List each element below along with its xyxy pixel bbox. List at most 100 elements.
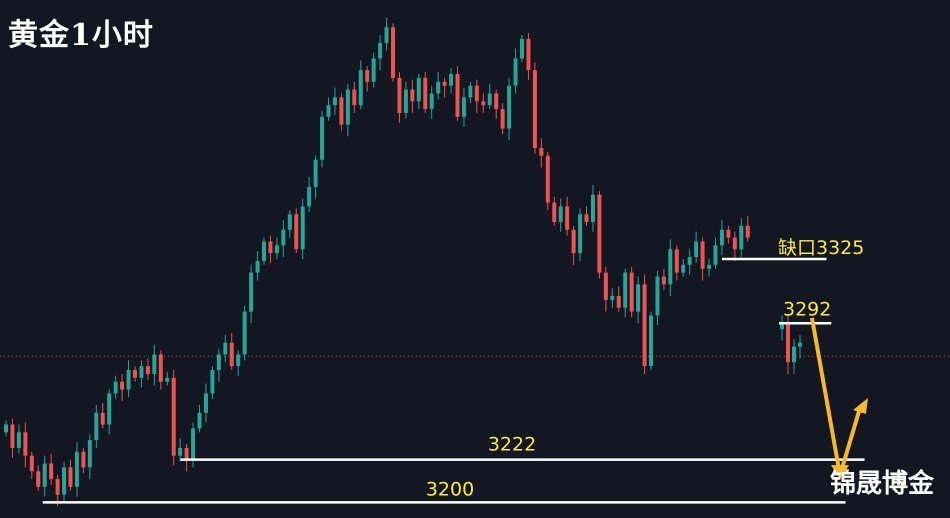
candle-body xyxy=(236,354,241,367)
candle-body xyxy=(216,354,221,370)
candle-body xyxy=(597,194,602,273)
candle-body xyxy=(352,89,357,106)
candle-body xyxy=(636,284,641,312)
candle-body xyxy=(274,245,279,254)
candle-body xyxy=(133,370,137,378)
candle-body xyxy=(571,229,576,254)
candle-body xyxy=(300,206,305,250)
candle-body xyxy=(726,229,731,238)
candle-body xyxy=(649,315,653,367)
candle-body xyxy=(145,366,150,374)
candle-body xyxy=(287,214,292,230)
candle-body xyxy=(378,42,383,59)
candle-body xyxy=(255,260,260,273)
candle-body xyxy=(539,148,544,156)
projection-arrow-down-head xyxy=(831,465,849,480)
candle-body xyxy=(165,377,170,382)
candle-body xyxy=(642,284,647,367)
candle-body xyxy=(249,272,254,312)
candle-body xyxy=(158,354,163,382)
candle-body xyxy=(558,206,563,222)
candle-body xyxy=(81,451,86,468)
candle-body xyxy=(4,424,8,433)
candle-body xyxy=(262,241,266,261)
candle-body xyxy=(513,58,518,86)
candle-body xyxy=(674,249,679,273)
candle-body xyxy=(397,77,402,113)
candle-body xyxy=(10,424,15,448)
candle-body xyxy=(171,377,176,456)
candle-body xyxy=(532,70,537,148)
candle-body xyxy=(616,296,621,308)
projection-arrow-head xyxy=(853,398,868,414)
candle-body xyxy=(268,241,273,254)
candle-body xyxy=(229,342,234,367)
candle-body xyxy=(339,97,344,125)
candle-body xyxy=(565,206,570,230)
candle-body xyxy=(786,323,790,363)
candle-body xyxy=(307,186,312,207)
candle-body xyxy=(681,264,686,273)
candle-body xyxy=(345,89,350,125)
candle-body xyxy=(371,58,376,82)
candle-body xyxy=(326,105,331,117)
candle-body xyxy=(798,342,802,347)
candle-body xyxy=(178,447,183,456)
level-label: 缺口3325 xyxy=(778,237,864,259)
candle-body xyxy=(74,451,79,487)
candle-body xyxy=(661,276,666,285)
candle-body xyxy=(365,70,370,82)
candle-body xyxy=(184,447,189,460)
candle-body xyxy=(403,89,408,113)
candle-body xyxy=(520,38,524,59)
candle-body xyxy=(416,77,421,102)
candle-body xyxy=(436,81,441,94)
candle-body xyxy=(578,214,583,254)
candle-body xyxy=(320,116,325,160)
candle-body xyxy=(55,479,60,495)
candle-body xyxy=(739,225,744,250)
candle-body xyxy=(223,342,228,355)
candle-body xyxy=(442,81,447,86)
level-label: 3292 xyxy=(783,298,831,320)
candle-body xyxy=(545,155,550,203)
candle-body xyxy=(461,97,466,117)
candle-body xyxy=(210,370,215,394)
candle-body xyxy=(16,432,21,448)
candle-body xyxy=(590,194,595,222)
candle-body xyxy=(68,467,73,487)
candle-body xyxy=(700,241,705,269)
candle-body xyxy=(455,74,460,117)
candle-body xyxy=(629,272,634,312)
candle-body xyxy=(719,229,724,246)
candle-body xyxy=(313,159,318,187)
candle-body xyxy=(707,264,712,269)
candle-body xyxy=(792,346,796,363)
candle-body xyxy=(668,249,673,285)
projection-arrow xyxy=(810,317,862,478)
candle-body xyxy=(423,77,428,110)
candle-body xyxy=(191,428,196,460)
candle-body xyxy=(584,214,589,222)
candle-body xyxy=(610,296,615,300)
candle-body xyxy=(780,323,784,330)
candle-body xyxy=(281,229,286,246)
candle-body xyxy=(655,276,660,316)
candle-body xyxy=(410,89,415,102)
candle-body xyxy=(732,237,737,250)
candle-body xyxy=(139,366,144,378)
candle-body xyxy=(713,245,718,265)
candle-body xyxy=(500,109,505,129)
candle-body xyxy=(294,214,299,250)
candle-body xyxy=(481,101,486,106)
candle-body xyxy=(623,272,628,308)
candle-body xyxy=(100,412,105,425)
candle-body xyxy=(745,225,750,238)
watermark: 锦晟博金 xyxy=(829,469,934,499)
candle-body xyxy=(62,467,67,495)
candle-body xyxy=(449,74,454,86)
candle-body xyxy=(87,440,92,468)
candle-body xyxy=(126,370,131,390)
